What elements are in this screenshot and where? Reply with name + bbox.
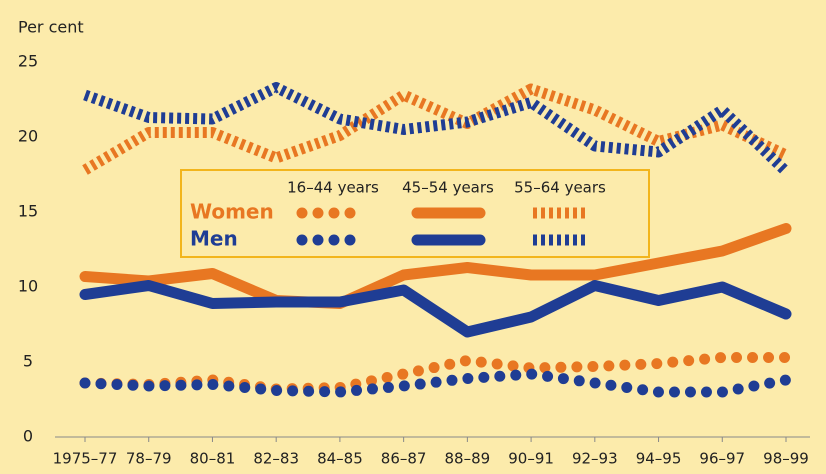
y-axis-label: Per cent (18, 18, 84, 37)
y-tick-label: 25 (18, 52, 38, 71)
x-tick-label: 96–97 (699, 450, 745, 468)
legend-row: Men (190, 227, 238, 251)
x-tick-label: 94–95 (636, 450, 682, 468)
series-line (79, 368, 792, 398)
series-line (79, 280, 792, 338)
legend-column: 16–44 years (287, 179, 379, 197)
legend-row: Women (190, 200, 274, 224)
y-tick-label: 10 (18, 277, 38, 296)
x-tick-label: 88–89 (445, 450, 491, 468)
x-tick-label: 92–93 (572, 450, 618, 468)
x-tick-label: 90–91 (508, 450, 554, 468)
x-tick-label: 84–85 (317, 450, 363, 468)
series-line (83, 82, 790, 176)
y-tick-label: 20 (18, 127, 38, 146)
series-line (79, 352, 792, 395)
x-tick-label: 1975–77 (53, 450, 118, 468)
legend-column: 45–54 years (402, 179, 494, 197)
legend-column: 55–64 years (514, 179, 606, 197)
x-tick-label: 78–79 (126, 450, 172, 468)
x-tick-label: 86–87 (381, 450, 427, 468)
x-tick-label: 82–83 (253, 450, 299, 468)
x-tick-label: 98–99 (763, 450, 809, 468)
y-tick-label: 5 (23, 352, 33, 371)
series-line (79, 223, 792, 309)
y-tick-label: 15 (18, 202, 38, 221)
x-tick-label: 80–81 (190, 450, 236, 468)
y-tick-label: 0 (23, 427, 33, 446)
